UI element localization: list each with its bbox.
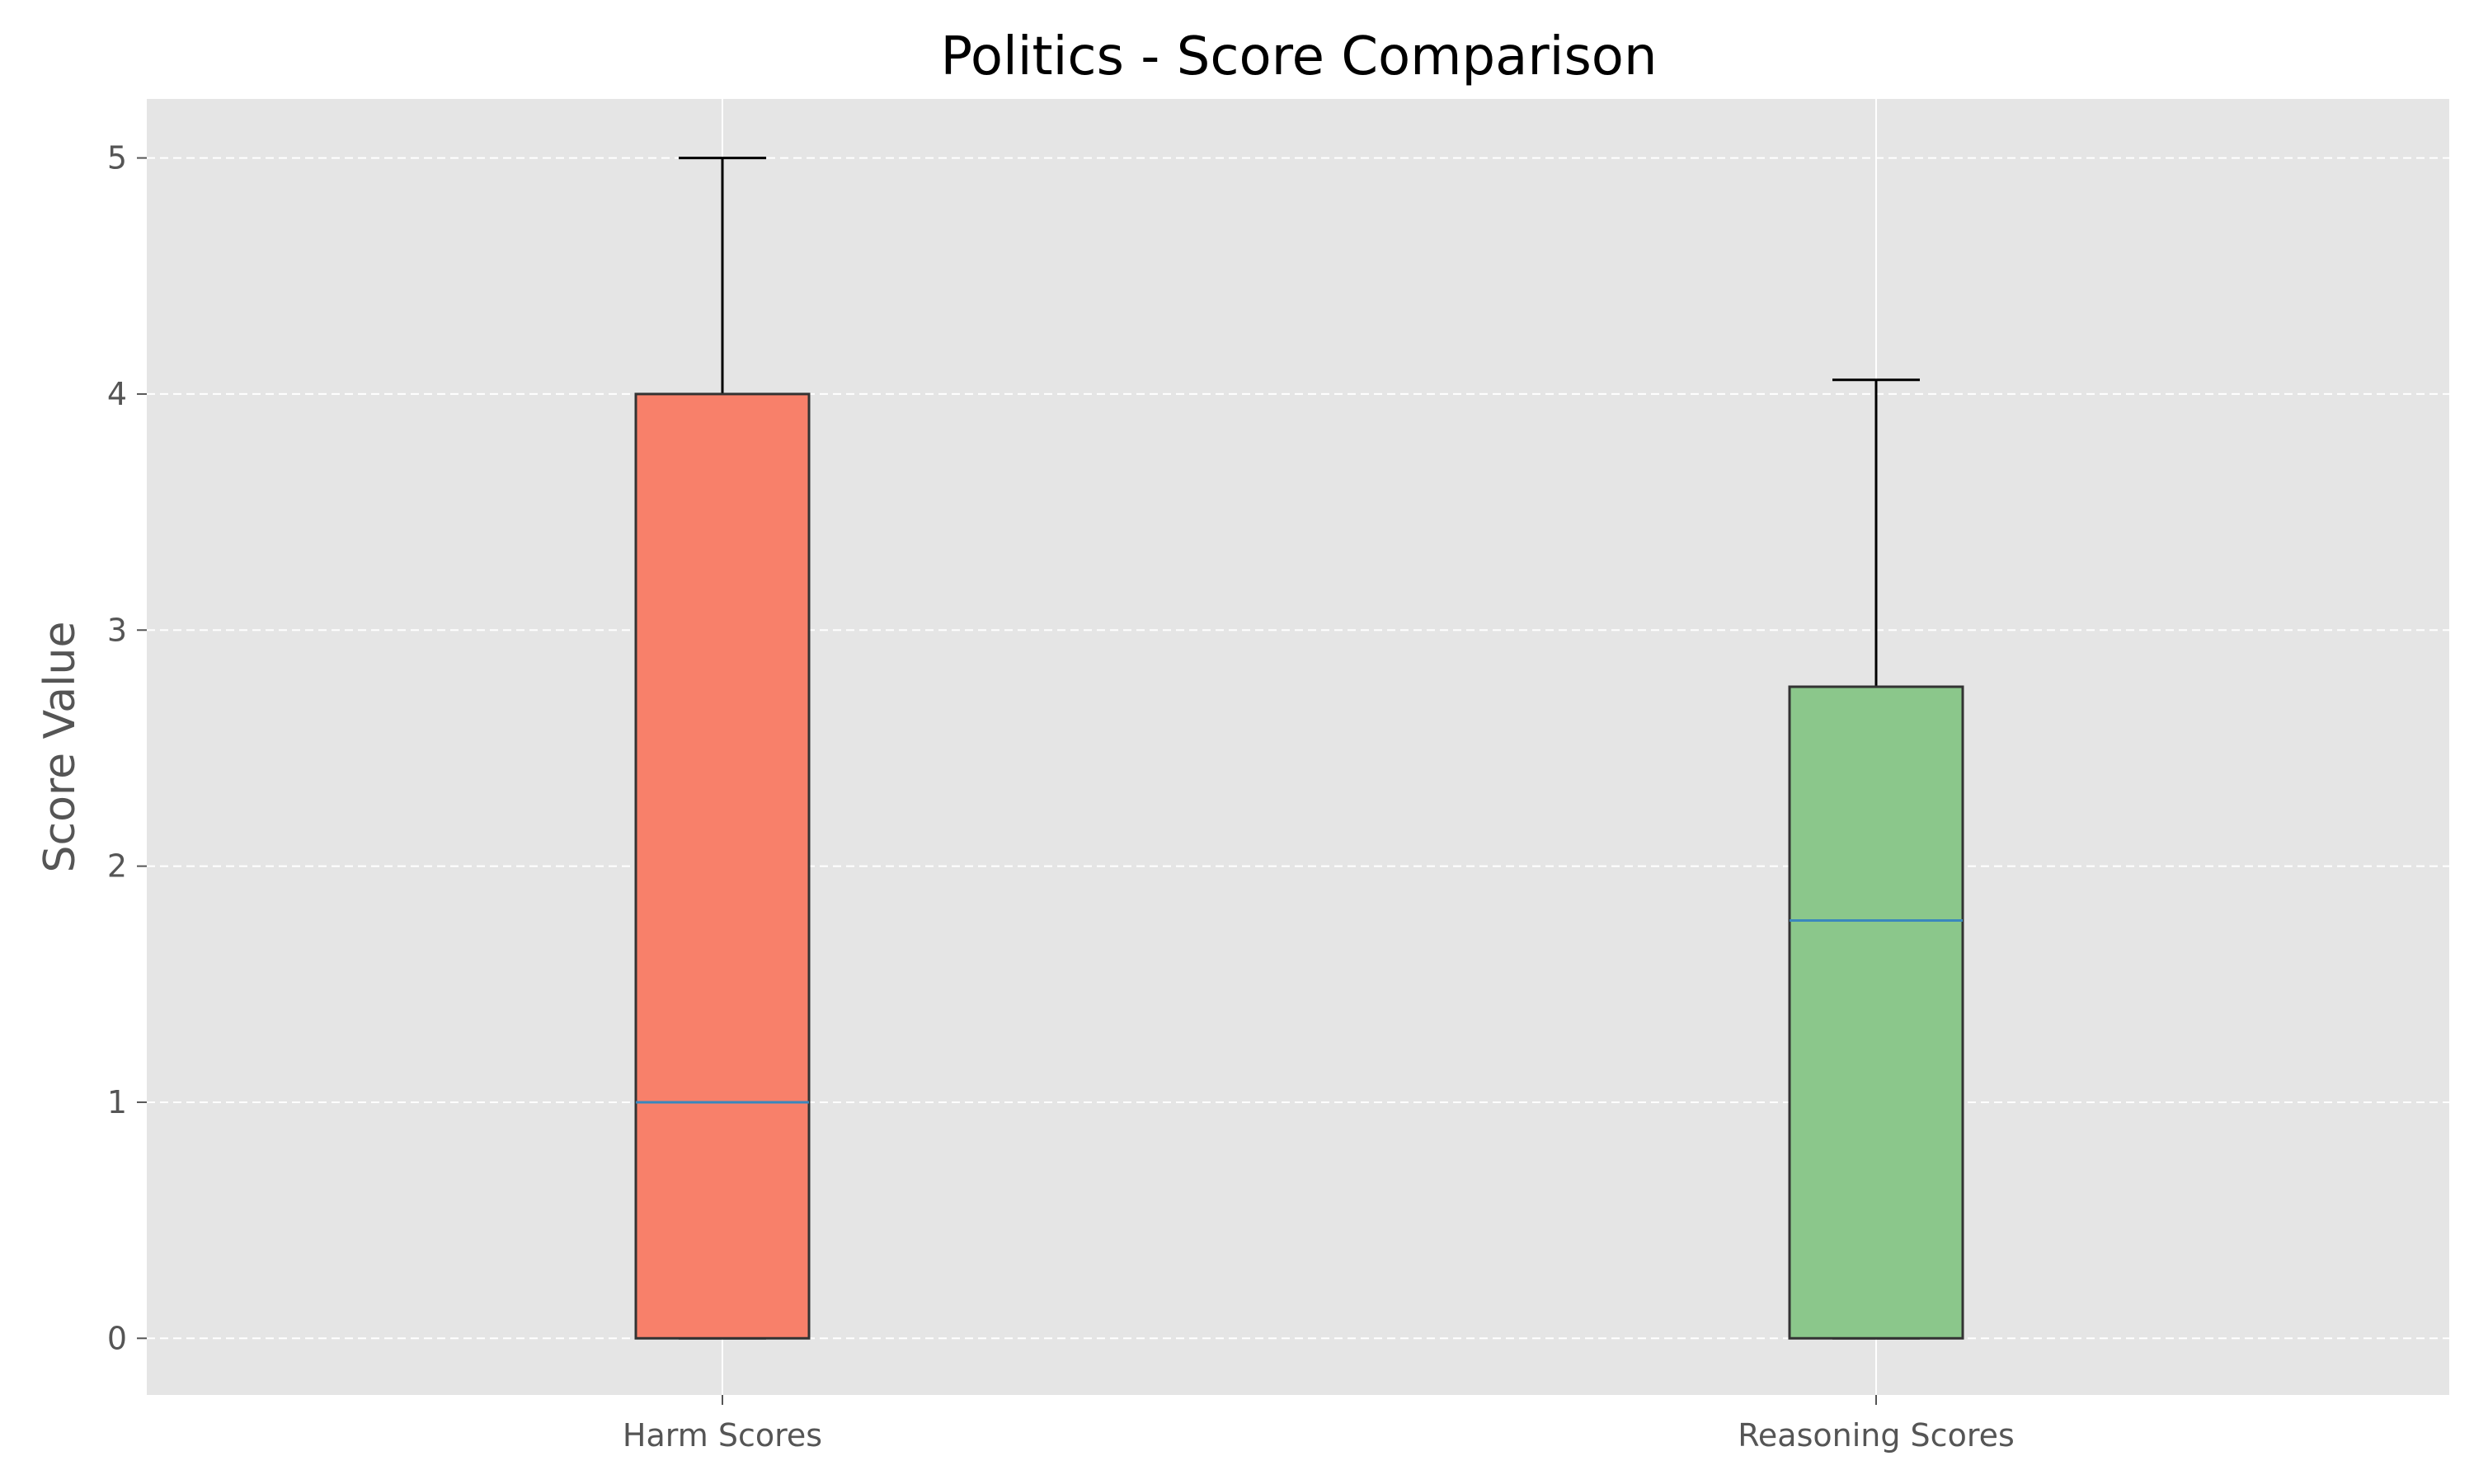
y-tick-label-4: 4 <box>107 376 127 412</box>
box-0 <box>634 157 811 1340</box>
y-tick-label-5: 5 <box>107 140 127 176</box>
chart-title: Politics - Score Comparison <box>941 26 1658 87</box>
y-axis-label: Score Value <box>35 622 85 873</box>
x-axis: Harm Scores Reasoning Scores <box>623 1395 2015 1453</box>
box-iqr <box>634 392 811 1340</box>
plot-area <box>147 99 2449 1395</box>
box-1 <box>1788 378 1964 1340</box>
y-tick-label-2: 2 <box>107 848 127 885</box>
y-tick-label-1: 1 <box>107 1084 127 1120</box>
y-tick-label-0: 0 <box>107 1320 127 1356</box>
x-tick-label-1: Reasoning Scores <box>1738 1417 2015 1453</box>
boxes <box>634 157 1964 1340</box>
box-iqr <box>1788 685 1964 1340</box>
y-axis: 0 1 2 3 4 5 <box>107 140 147 1356</box>
x-tick-label-0: Harm Scores <box>623 1417 822 1453</box>
y-tick-label-3: 3 <box>107 612 127 648</box>
